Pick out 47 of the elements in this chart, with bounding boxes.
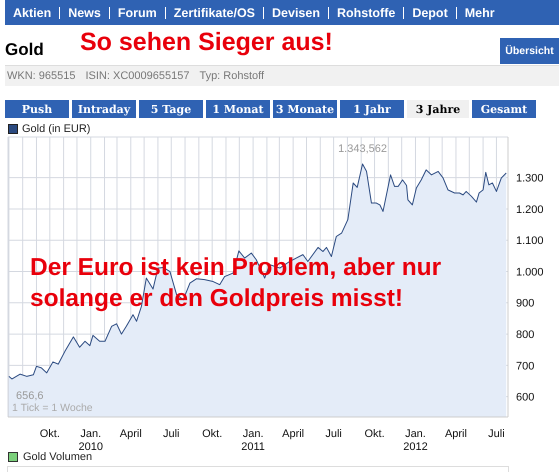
y-tick-label: 1.100: [516, 235, 544, 248]
text: Aktien: [12, 6, 52, 20]
text: News: [59, 6, 109, 20]
x-tick-label: Okt.: [40, 428, 60, 440]
x-tick-label: Juli: [163, 428, 180, 440]
text: Gesamt: [472, 100, 536, 118]
x-tick-label: Okt.: [364, 428, 385, 440]
text: 1 Monat: [206, 100, 270, 118]
text: ISIN: XC0009655157: [85, 70, 190, 82]
text: Gold Volumen: [22, 451, 92, 463]
y-tick-label: 700: [516, 360, 534, 372]
text: 3 Monate: [273, 100, 337, 118]
y-tick-label: 1.300: [516, 172, 544, 185]
x-tick-label: April: [444, 428, 467, 440]
x-tick-label: Jan. 2011: [241, 428, 265, 453]
x-tick-label: Juli: [325, 428, 342, 440]
x-tick-label: Jan. 2010: [78, 428, 103, 453]
text: 3 Jahre: [407, 100, 469, 118]
y-tick-label: 1.200: [516, 204, 544, 216]
text: Forum: [108, 6, 165, 20]
text: WKN: 965515: [7, 70, 76, 82]
x-tick-label: Okt.: [202, 428, 222, 440]
annotation: 656,6: [16, 390, 44, 402]
text: Übersicht: [500, 38, 559, 64]
x-tick-label: Jan. 2012: [403, 428, 428, 453]
text: Gold: [5, 40, 44, 60]
text: 5 Tage: [139, 100, 203, 118]
annotation: 1 Tick = 1 Woche: [12, 402, 93, 414]
chart-title: So sehen Sieger aus!: [80, 28, 333, 57]
y-tick-label: 600: [516, 392, 534, 404]
legend-label: Gold (in EUR): [21, 123, 90, 135]
x-tick-label: April: [282, 428, 304, 440]
y-tick-label: 800: [516, 329, 534, 341]
text: Rohstoffe: [328, 6, 404, 20]
text: Push: [5, 100, 69, 118]
text: 1 Jahr: [340, 100, 404, 118]
annotation: 1.343,562: [338, 143, 388, 156]
text: Mehr: [456, 6, 503, 20]
x-tick-label: Juli: [488, 428, 505, 440]
text: Zertifikate/OS: [164, 6, 264, 20]
y-tick-label: 900: [516, 298, 534, 310]
y-tick-label: 1.000: [516, 266, 544, 278]
text: Intraday: [72, 100, 136, 118]
text: Typ: Rohstoff: [199, 70, 264, 82]
text: Depot: [403, 6, 456, 20]
x-tick-label: April: [120, 428, 142, 440]
text: Devisen: [263, 6, 328, 20]
